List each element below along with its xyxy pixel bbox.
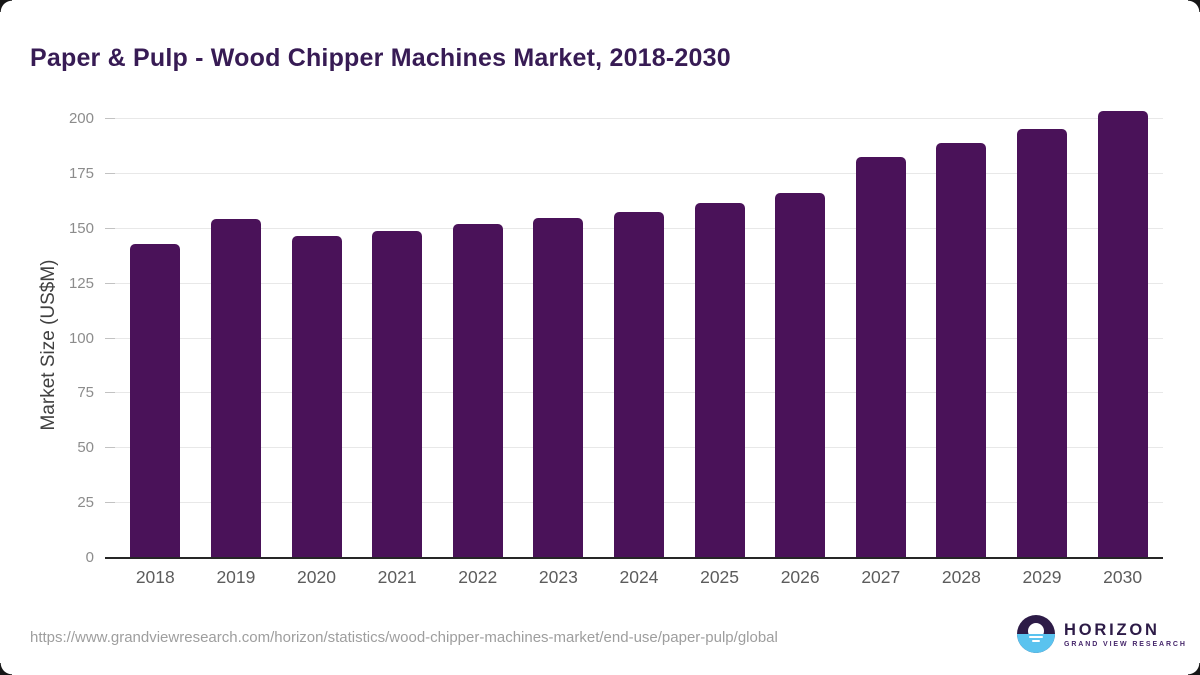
bar-slot-2018	[115, 98, 196, 558]
bar-2019[interactable]	[210, 218, 261, 558]
x-tick-label-2020: 2020	[297, 567, 336, 587]
bar-2025[interactable]	[694, 202, 745, 558]
bar-slot-2023	[518, 98, 599, 558]
x-tick-label-2025: 2025	[700, 567, 740, 587]
gridline-200	[105, 118, 1163, 119]
reflection-line	[1032, 640, 1040, 642]
bar-slot-2025	[679, 98, 760, 558]
bar-2021[interactable]	[372, 230, 423, 558]
plot-area: 0 25 50 75 100 125 150 175 200	[69, 98, 1163, 566]
logo-title: HORIZON	[1064, 620, 1160, 639]
window-corner-artifact	[1188, 0, 1200, 12]
bar-2026[interactable]	[775, 192, 826, 558]
logo-subtitle: GRAND VIEW RESEARCH	[1064, 640, 1187, 648]
x-tick-label-2022: 2022	[458, 567, 498, 587]
bar-2027[interactable]	[855, 156, 906, 558]
bar-slot-2024	[599, 98, 680, 558]
window-corner-artifact	[1188, 663, 1200, 675]
bar-slot-2020	[276, 98, 357, 558]
gridline-175	[105, 172, 1163, 174]
chart-title: Paper & Pulp - Wood Chipper Machines Mar…	[30, 43, 731, 72]
logo-text: HORIZON GRAND VIEW RESEARCH	[1064, 621, 1187, 648]
x-axis-line	[105, 557, 1163, 559]
x-tick-label-2026: 2026	[780, 567, 820, 587]
bar-2023[interactable]	[533, 217, 584, 558]
bar-2020[interactable]	[291, 236, 342, 558]
bars-group	[105, 98, 1163, 558]
y-tick-label-200: 200	[68, 110, 94, 127]
x-tick-label-2019: 2019	[216, 567, 256, 587]
horizon-sunset-icon	[1017, 615, 1055, 653]
bar-2022[interactable]	[452, 224, 503, 558]
sea-shape	[1017, 634, 1055, 653]
bar-slot-2022	[437, 98, 518, 558]
bar-2024[interactable]	[613, 212, 664, 558]
bar-2018[interactable]	[130, 244, 181, 558]
x-tick-label-2030: 2030	[1103, 567, 1143, 587]
x-tick-label-2027: 2027	[861, 567, 901, 587]
x-tick-label-2028: 2028	[941, 567, 981, 587]
x-tick-label-2018: 2018	[135, 567, 175, 587]
x-tick-label-2021: 2021	[377, 567, 417, 587]
bar-slot-2028	[921, 98, 1002, 558]
bar-slot-2021	[357, 98, 438, 558]
bar-2029[interactable]	[1017, 128, 1067, 558]
x-tick-label-2023: 2023	[538, 567, 578, 587]
x-tick-label-2024: 2024	[619, 567, 659, 587]
bar-slot-2030	[1082, 98, 1163, 558]
y-tick-label-0: 0	[85, 549, 94, 566]
reflection-line	[1029, 636, 1043, 638]
bar-slot-2026	[760, 98, 841, 558]
y-tick-label-50: 50	[77, 439, 94, 457]
bar-slot-2027	[840, 98, 921, 558]
x-axis-labels: 2018 2019 2020 2021 2022 2023 2024 2025 2026 2027…	[105, 567, 1163, 588]
source-url: https://www.grandviewresearch.com/horizo…	[30, 629, 778, 646]
bar-2030[interactable]	[1097, 111, 1148, 558]
bar-2028[interactable]	[936, 143, 987, 558]
bar-slot-2029	[1002, 98, 1083, 558]
y-tick-label-150: 150	[68, 219, 94, 237]
window-corner-artifact	[0, 663, 12, 675]
y-tick-label-25: 25	[77, 494, 94, 512]
y-tick-label-100: 100	[68, 329, 94, 347]
x-tick-label-2029: 2029	[1022, 567, 1062, 587]
horizon-logo: HORIZON GRAND VIEW RESEARCH	[1017, 615, 1187, 653]
window-corner-artifact	[0, 0, 12, 12]
y-tick-label-125: 125	[68, 274, 94, 292]
y-tick-label-175: 175	[68, 164, 94, 182]
y-tick-label-75: 75	[77, 384, 94, 402]
bar-slot-2019	[196, 98, 277, 558]
